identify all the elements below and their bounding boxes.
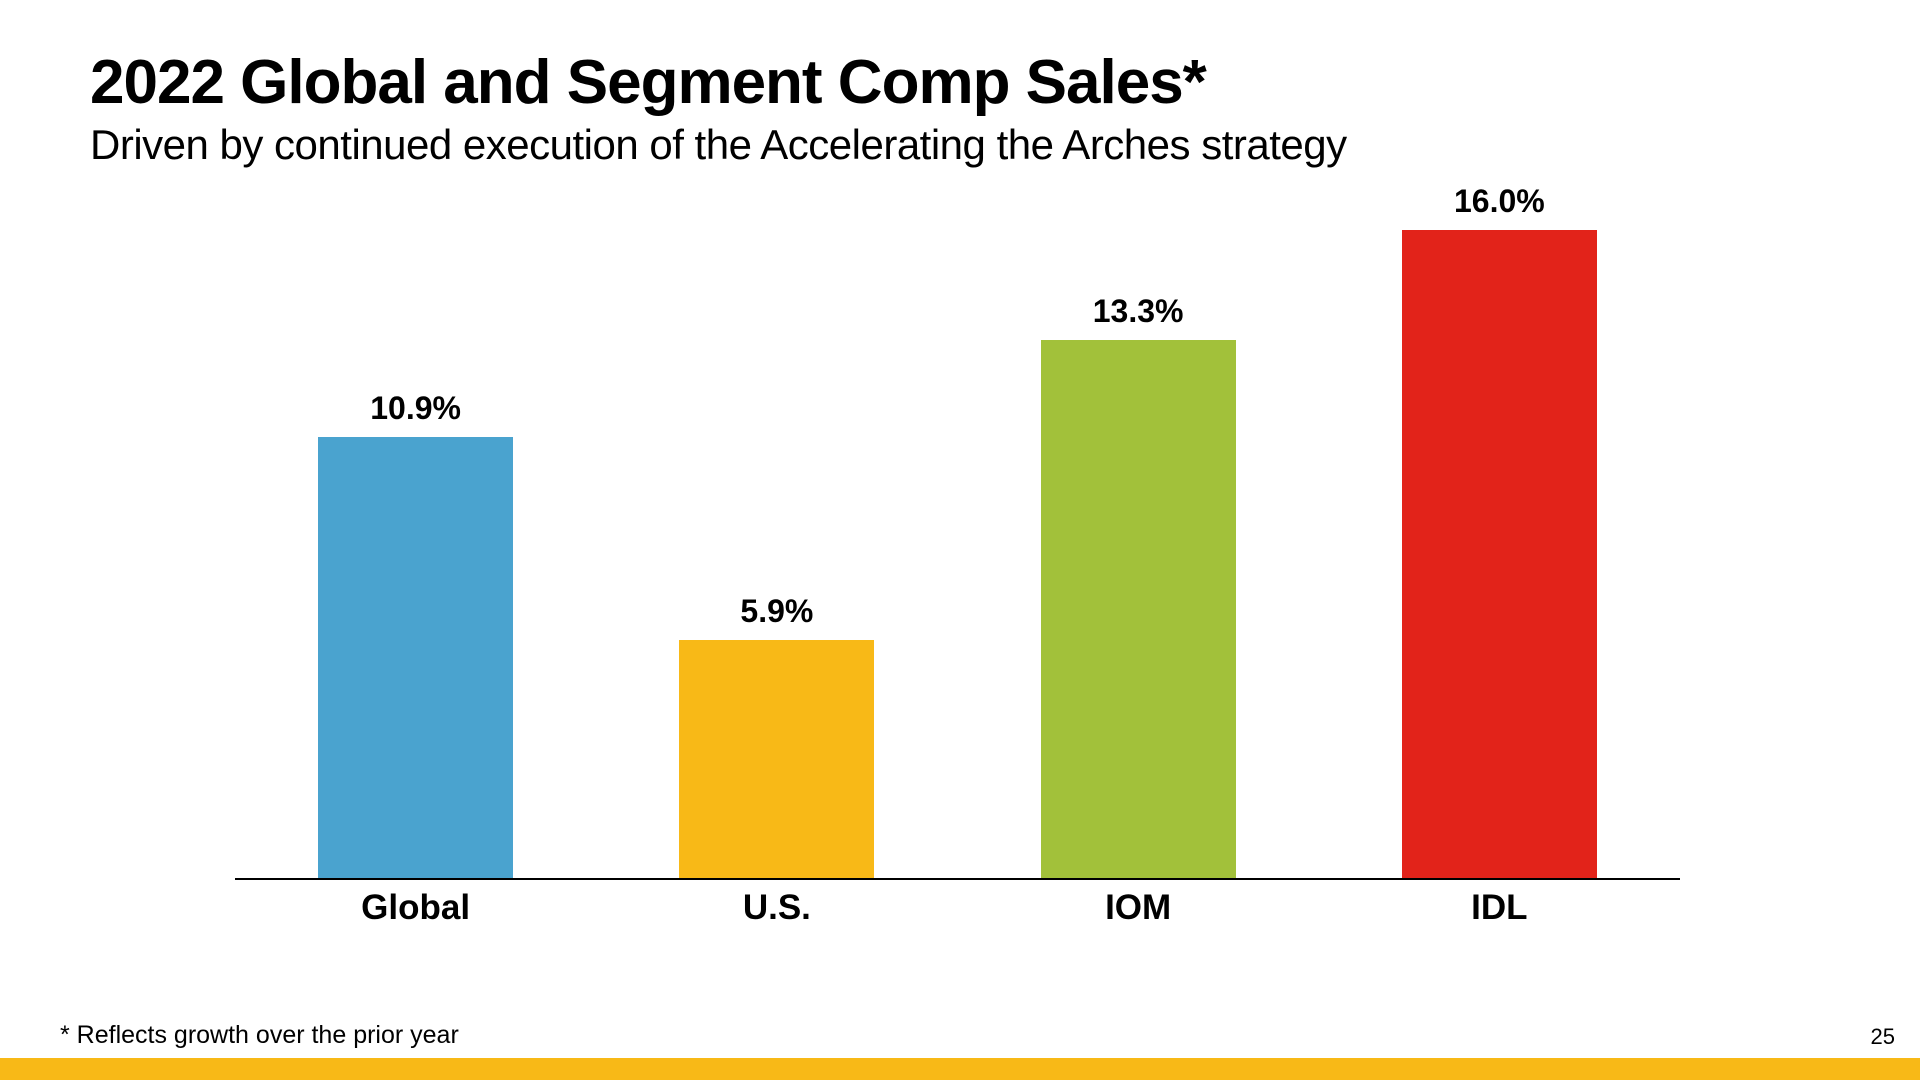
category-label: IDL (1319, 888, 1680, 928)
category-label: U.S. (596, 888, 957, 928)
bars-container: 10.9%5.9%13.3%16.0% (235, 205, 1680, 880)
bar-group: 10.9% (235, 390, 596, 880)
accent-bottom-bar (0, 1058, 1920, 1080)
bar (318, 437, 513, 880)
category-label: Global (235, 888, 596, 928)
bar-group: 5.9% (596, 593, 957, 880)
category-label: IOM (958, 888, 1319, 928)
chart-area: 10.9%5.9%13.3%16.0% (235, 205, 1680, 880)
bar (679, 640, 874, 880)
bar (1041, 340, 1236, 880)
bar-group: 16.0% (1319, 183, 1680, 880)
slide-title: 2022 Global and Segment Comp Sales* (90, 50, 1830, 115)
bar (1402, 230, 1597, 880)
bar-group: 13.3% (958, 293, 1319, 880)
bar-value-label: 16.0% (1454, 183, 1545, 220)
slide-subtitle: Driven by continued execution of the Acc… (90, 121, 1830, 169)
slide-container: 2022 Global and Segment Comp Sales* Driv… (0, 0, 1920, 1080)
x-axis-line (235, 878, 1680, 880)
bar-value-label: 13.3% (1093, 293, 1184, 330)
footnote-text: * Reflects growth over the prior year (60, 1021, 459, 1050)
category-labels-row: GlobalU.S.IOMIDL (235, 888, 1680, 928)
bar-value-label: 5.9% (740, 593, 813, 630)
bar-value-label: 10.9% (370, 390, 461, 427)
page-number: 25 (1871, 1024, 1895, 1050)
